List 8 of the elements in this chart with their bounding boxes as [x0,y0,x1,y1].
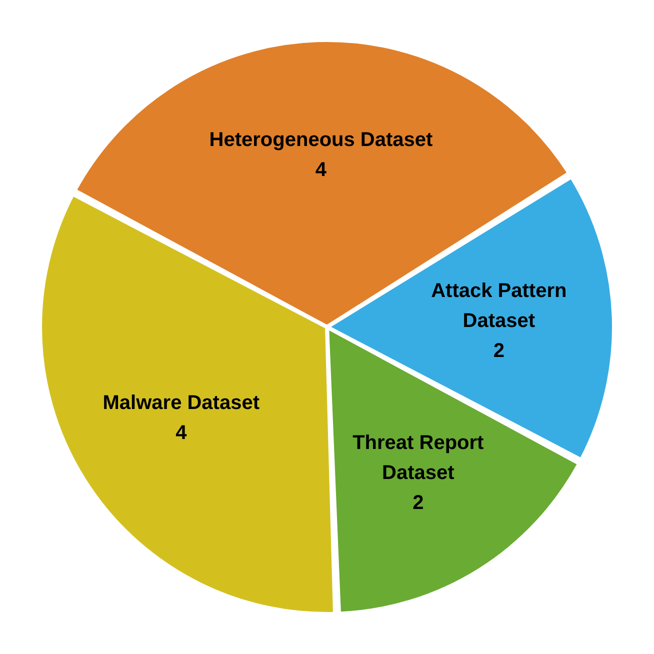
slice-label: Malware Dataset [102,392,260,414]
slice-label: Threat Report Dataset [352,432,484,484]
slice-label: Attack Pattern Dataset [431,280,567,332]
data-label: 2 [412,492,424,514]
data-label: 4 [176,422,188,444]
data-label: 2 [493,340,504,362]
data-label: 4 [315,159,328,182]
slice-label: Heterogeneous Dataset [209,129,434,152]
